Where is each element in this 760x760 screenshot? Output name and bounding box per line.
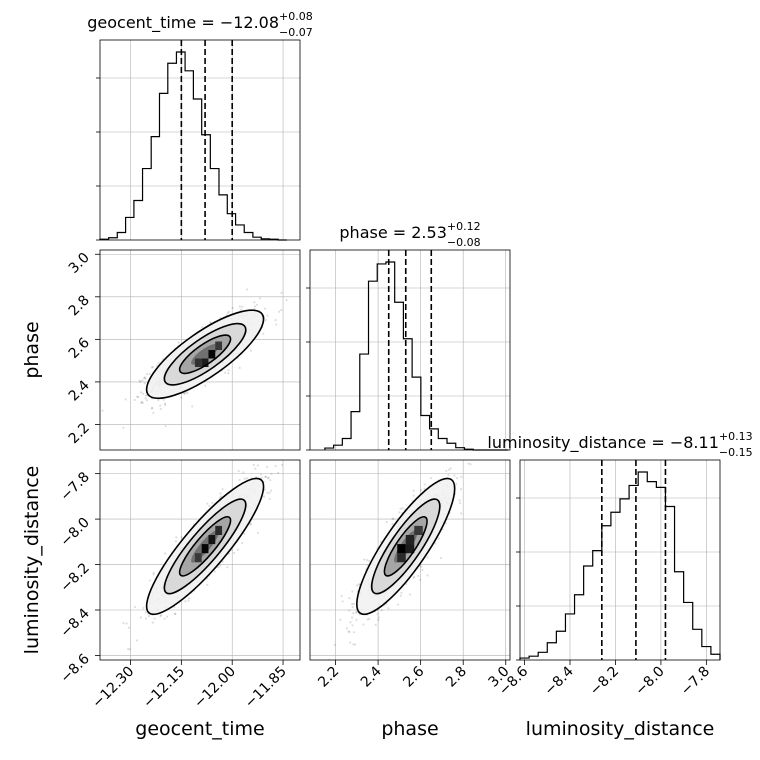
x-tick-label: −8.0 (632, 664, 667, 699)
geocent_time-histogram (99, 51, 287, 241)
hist-grid (100, 77, 300, 187)
pair-2-frame (309, 459, 511, 661)
title-prefix: geocent_time = (87, 13, 220, 33)
y-tick-label: −8.6 (57, 651, 92, 686)
density-cell (215, 341, 223, 350)
geocent_time-x-axis-label: geocent_time (135, 718, 264, 740)
contour-line (356, 477, 456, 616)
title-median: −12.08 (220, 13, 279, 32)
contour-line (145, 309, 265, 400)
density-cell (405, 544, 415, 554)
x-tick-label: 2.6 (400, 663, 427, 690)
title-median: 2.53 (411, 223, 447, 242)
contour-line (178, 516, 232, 577)
x-tick-label: 2.8 (443, 664, 470, 691)
x-tick-label: −8.2 (587, 664, 622, 699)
y-tick-label: 2.2 (66, 420, 93, 447)
density-cell (208, 535, 216, 545)
density-cell (201, 544, 209, 554)
title-err-minus: −0.15 (719, 446, 753, 459)
y-tick-label: 2.6 (66, 335, 93, 362)
pair-panel-geocent_time-luminosity_distance (122, 463, 284, 651)
density-cell (405, 535, 415, 545)
geocent_time-title: geocent_time = −12.08+0.08 (87, 10, 313, 33)
x-tick-label: −12.15 (140, 664, 188, 712)
grid-lines (335, 250, 507, 450)
x-tick-label: −11.85 (242, 664, 290, 712)
y-tick-label: −8.2 (57, 560, 92, 595)
contour-line (383, 516, 428, 577)
hist-grid (310, 287, 510, 397)
luminosity_distance-title: luminosity_distance = −8.11+0.13 (487, 430, 752, 453)
phase-x-axis-label: phase (381, 718, 438, 740)
grid-lines (130, 40, 284, 240)
density-cell (215, 525, 223, 535)
phase-hist-frame (309, 249, 511, 451)
luminosity_distance-histogram (519, 471, 721, 660)
contour-line (370, 498, 441, 595)
density-cell (194, 358, 202, 368)
title-err-plus: +0.13 (719, 430, 753, 443)
pair-1-frame (99, 459, 301, 661)
x-tick-label: −7.8 (678, 664, 713, 699)
luminosity_distance-x-axis-label: luminosity_distance (526, 718, 715, 740)
density-cell (397, 544, 406, 554)
y-tick-label: −8.0 (57, 515, 92, 550)
contour-line (178, 334, 232, 375)
phase-title: phase = 2.53+0.12 (339, 220, 480, 242)
title-err-plus: +0.08 (279, 10, 313, 23)
phase-y-axis-label: phase (21, 321, 43, 378)
density-cell (397, 553, 406, 563)
pair-0-frame (99, 249, 301, 451)
title-err-minus: −0.07 (279, 26, 313, 39)
contour-line (145, 477, 265, 616)
density-cell (201, 358, 209, 368)
y-tick-label: 3.0 (66, 250, 93, 277)
density-cell (414, 525, 423, 535)
luminosity_distance-y-axis-label: luminosity_distance (21, 466, 43, 655)
title-prefix: luminosity_distance = (487, 433, 669, 453)
x-tick-label: −12.00 (191, 664, 239, 712)
title-err-minus: −0.08 (447, 236, 481, 249)
density-cell (208, 350, 216, 359)
geocent_time-hist-frame (99, 39, 301, 241)
title-median: −8.11 (670, 433, 719, 452)
y-tick-label: −8.4 (57, 605, 92, 640)
hist-grid (520, 497, 720, 607)
x-tick-label: −12.30 (89, 664, 137, 712)
y-tick-label: 2.4 (66, 377, 93, 404)
luminosity_distance-hist-frame (519, 459, 721, 661)
y-tick-label: −7.8 (57, 469, 92, 504)
density-cell (194, 553, 202, 563)
phase-histogram (324, 261, 509, 451)
contour-line (163, 498, 247, 595)
x-tick-label: 2.4 (358, 663, 385, 690)
title-err-plus: +0.12 (447, 220, 481, 233)
y-tick-label: 2.8 (66, 292, 93, 319)
title-prefix: phase = (339, 223, 411, 242)
x-tick-label: 2.2 (315, 664, 342, 691)
x-tick-label: −8.4 (541, 663, 576, 698)
pair-panel-geocent_time-phase (101, 288, 288, 429)
pair-panel-phase-luminosity_distance (327, 462, 472, 660)
grid-lines (524, 460, 707, 660)
contour-line (163, 322, 247, 386)
